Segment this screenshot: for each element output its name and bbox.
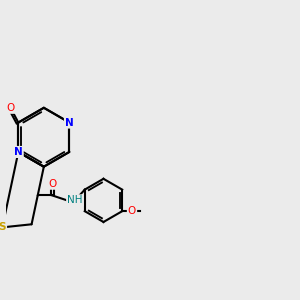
Text: S: S [0,222,6,233]
Text: NH: NH [67,195,83,206]
Text: N: N [14,147,23,157]
Text: N: N [65,118,74,128]
Text: O: O [6,103,15,113]
Text: O: O [128,206,136,216]
Text: O: O [48,179,57,189]
